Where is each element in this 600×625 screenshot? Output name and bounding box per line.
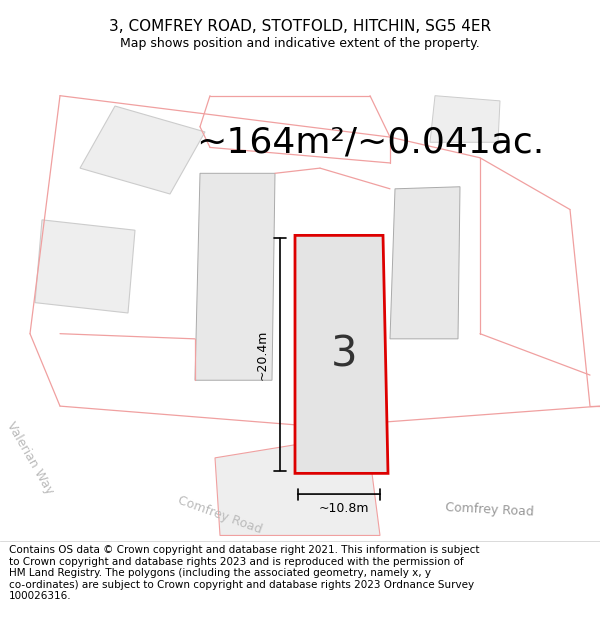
Text: ~20.4m: ~20.4m: [256, 329, 269, 379]
Polygon shape: [390, 187, 460, 339]
Polygon shape: [35, 220, 135, 313]
Text: Contains OS data © Crown copyright and database right 2021. This information is : Contains OS data © Crown copyright and d…: [9, 545, 479, 601]
Text: ~164m²/~0.041ac.: ~164m²/~0.041ac.: [196, 125, 544, 159]
Text: ~10.8m: ~10.8m: [319, 502, 369, 515]
Polygon shape: [295, 236, 388, 473]
Polygon shape: [80, 106, 205, 194]
Text: Map shows position and indicative extent of the property.: Map shows position and indicative extent…: [120, 38, 480, 50]
Text: 3, COMFREY ROAD, STOTFOLD, HITCHIN, SG5 4ER: 3, COMFREY ROAD, STOTFOLD, HITCHIN, SG5 …: [109, 19, 491, 34]
Text: Comfrey Road: Comfrey Road: [176, 494, 264, 536]
Text: Valerian Way: Valerian Way: [4, 419, 56, 496]
Polygon shape: [215, 442, 380, 536]
Polygon shape: [430, 96, 500, 142]
Polygon shape: [195, 173, 275, 380]
Text: Comfrey Road: Comfrey Road: [445, 501, 535, 518]
Text: 3: 3: [331, 333, 358, 376]
